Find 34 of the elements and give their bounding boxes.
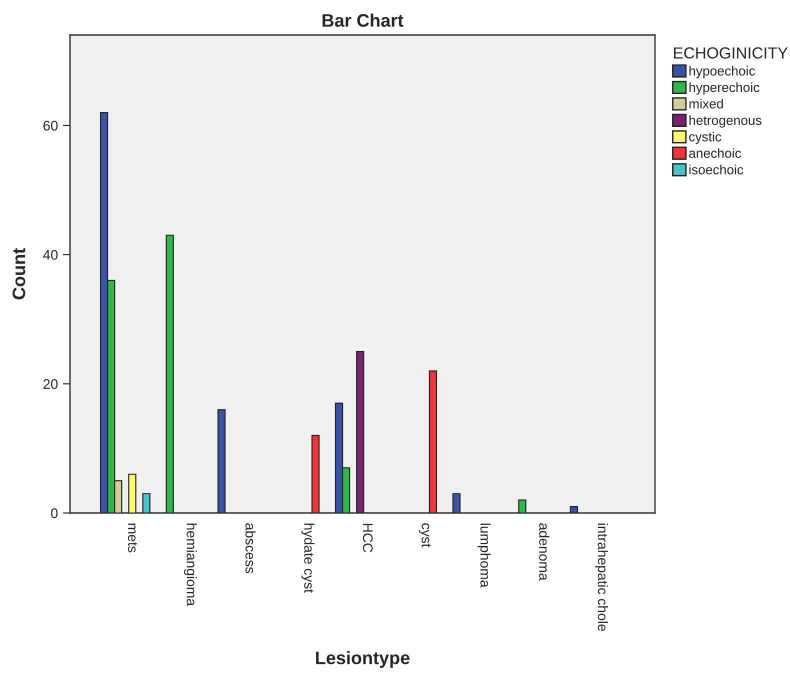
x-tick-label: intrahepatic chole <box>595 524 608 631</box>
x-tick-label: adenoma <box>539 523 550 581</box>
y-tick-label: 20 <box>43 379 58 389</box>
bar <box>311 434 320 513</box>
bar <box>518 500 526 513</box>
bar <box>570 506 578 513</box>
x-tick-label: HCC <box>362 524 373 552</box>
bar <box>217 409 226 513</box>
y-axis-title: Count <box>12 248 26 300</box>
legend-label: hyperechoic <box>689 82 760 95</box>
x-tick-label: mets <box>128 524 138 552</box>
x-tick-label: abscess <box>245 523 256 574</box>
bar <box>142 493 150 513</box>
x-tick-label: hydate cyst <box>301 524 314 593</box>
legend-label: hypoechoic <box>689 66 755 78</box>
legend-label: cystic <box>689 132 722 144</box>
bar <box>356 350 364 513</box>
legend-title: ECHOGINICITY <box>674 47 788 59</box>
bar <box>452 493 461 513</box>
y-tick-label: 60 <box>43 120 58 131</box>
legend-label: anechoic <box>689 148 742 158</box>
x-tick-label: hemiangioma <box>184 524 197 606</box>
bar <box>166 234 174 513</box>
x-tick-label: lumphoma <box>478 524 491 588</box>
chart-title: Bar Chart <box>322 14 404 27</box>
bar <box>128 474 136 513</box>
legend-label: isoechoic <box>689 164 744 174</box>
legend-label: mixed <box>689 98 723 109</box>
x-axis-title: Lesiontype <box>316 651 410 668</box>
bar <box>428 370 438 513</box>
legend-label: hetrogenous <box>689 115 762 128</box>
y-tick-label: 40 <box>43 250 58 260</box>
x-tick-label: cyst <box>418 523 431 548</box>
y-tick-label: 0 <box>51 508 58 518</box>
